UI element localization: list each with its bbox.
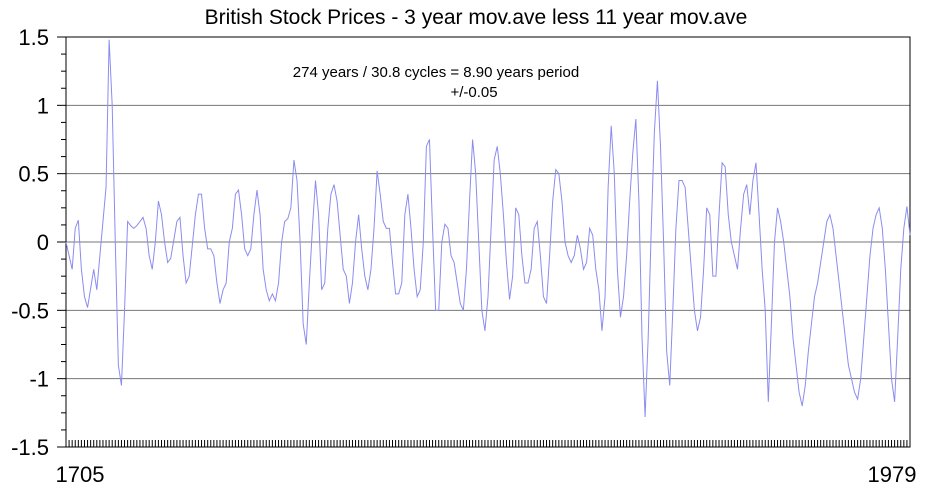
series-line (65, 39, 911, 417)
y-tick-label: 1.5 (18, 25, 49, 50)
y-tick-label: -1 (29, 367, 49, 392)
period-annotation: 274 years / 30.8 cycles = 8.90 years per… (293, 64, 579, 81)
chart-title: British Stock Prices - 3 year mov.ave le… (205, 6, 748, 29)
y-tick-label: -0.5 (11, 298, 49, 323)
y-axis-ticks (57, 36, 66, 448)
x-tick-label-start: 1705 (56, 462, 105, 487)
y-tick-label: 1 (37, 93, 49, 118)
x-axis-ticks (65, 440, 911, 447)
y-tick-label: -1.5 (11, 435, 49, 460)
period-uncertainty-annotation: +/-0.05 (450, 84, 497, 101)
x-tick-label-end: 1979 (868, 462, 917, 487)
y-tick-label: 0 (37, 230, 49, 255)
y-tick-label: 0.5 (18, 162, 49, 187)
y-axis-tick-labels: 1.5 1 0.5 0 -0.5 -1 -1.5 (11, 25, 49, 460)
